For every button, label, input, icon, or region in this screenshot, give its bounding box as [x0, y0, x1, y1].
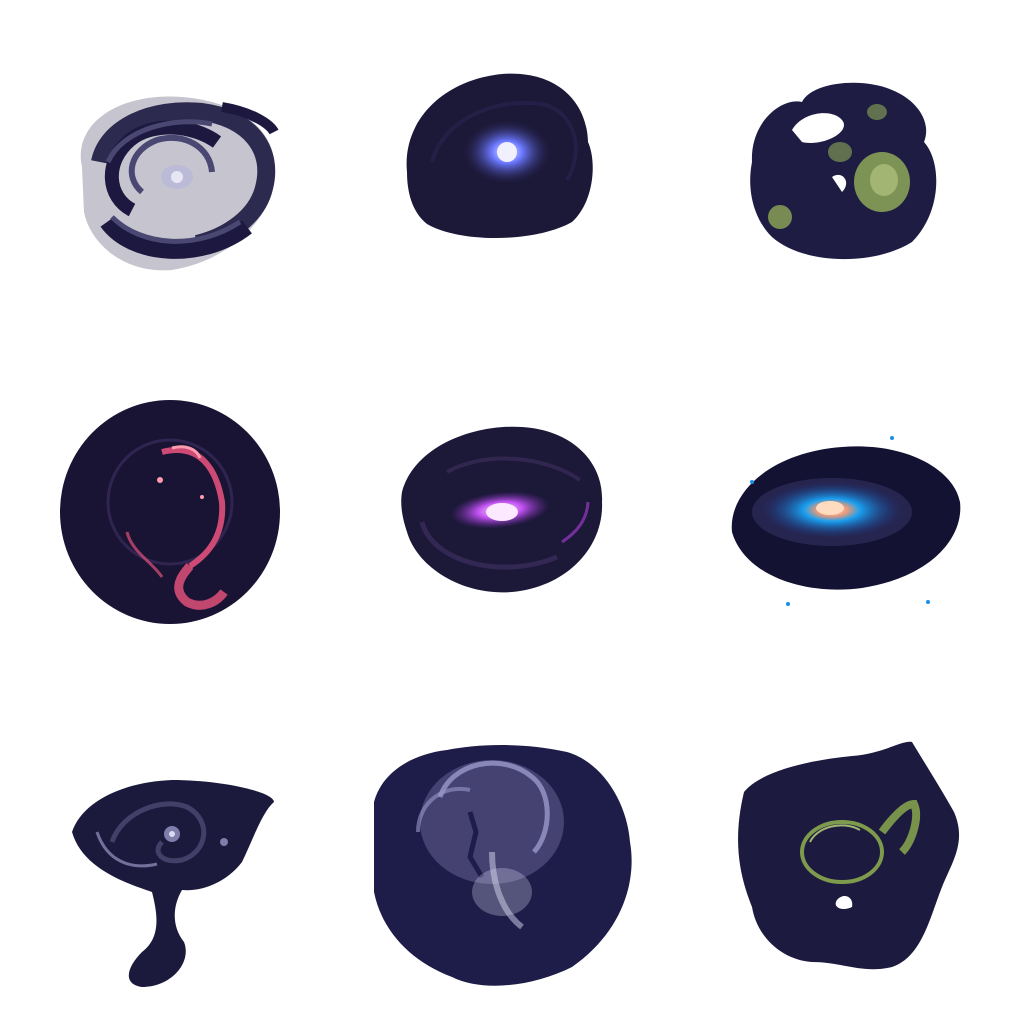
nebula-green-clouds-graphic [750, 82, 937, 260]
spiral-galaxy-arms-graphic [80, 96, 279, 271]
nebula-green-shell-graphic [738, 741, 960, 970]
galaxy-image-9[interactable] [692, 692, 1012, 1012]
galaxy-image-4[interactable] [12, 352, 332, 672]
galaxy-image-5[interactable] [352, 352, 672, 672]
galaxy-image-8[interactable] [352, 692, 672, 1012]
galaxy-cyan-disk-graphic [731, 436, 961, 606]
galaxy-image-1[interactable] [12, 12, 332, 332]
galaxy-magenta-bar-graphic [401, 426, 603, 593]
nebula-red-filaments-graphic [60, 400, 280, 624]
galaxy-blue-core-graphic [406, 73, 593, 239]
galaxy-image-6[interactable] [692, 352, 1012, 672]
interacting-galaxy-tail-graphic [72, 780, 274, 987]
carina-nebula-cavity-graphic [374, 745, 632, 986]
galaxy-image-2[interactable] [352, 12, 672, 332]
galaxy-image-3[interactable] [692, 12, 1012, 332]
galaxy-image-7[interactable] [12, 692, 332, 1012]
